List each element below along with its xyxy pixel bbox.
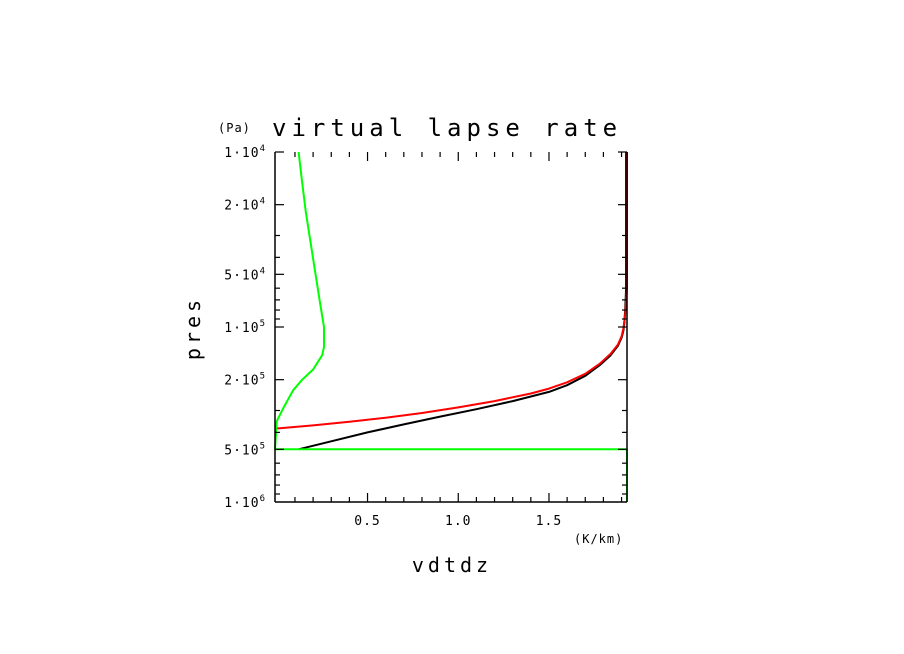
x-tick-label: 1.5 (536, 514, 562, 529)
y-axis-label: pres (181, 296, 205, 360)
y-tick-label: 2·104 (224, 197, 266, 214)
y-unit-label: (Pa) (218, 121, 251, 135)
series-line-1 (298, 152, 628, 451)
chart-title: virtual lapse rate (272, 114, 622, 142)
series-layer (274, 151, 628, 502)
series-line-4 (275, 448, 628, 502)
series-line-3 (274, 151, 325, 450)
x-tick-label: 1.0 (445, 514, 471, 529)
y-tick-label: 2·105 (224, 372, 266, 389)
y-tick-label: 1·105 (224, 319, 266, 336)
y-tick-label: 1·104 (224, 144, 266, 161)
x-unit-label: (K/km) (574, 532, 623, 546)
y-tick-label: 1·106 (224, 494, 266, 511)
x-axis-label: vdtdz (412, 553, 492, 577)
y-tick-label: 5·104 (224, 266, 266, 283)
x-tick-label: 0.5 (354, 514, 380, 529)
y-tick-label: 5·105 (224, 441, 266, 458)
series-line-2 (276, 152, 628, 430)
ticks-layer: 0.5 1.0 1.5 1·104 2·104 5·104 1·105 2·105 5·105 1… (224, 144, 627, 529)
